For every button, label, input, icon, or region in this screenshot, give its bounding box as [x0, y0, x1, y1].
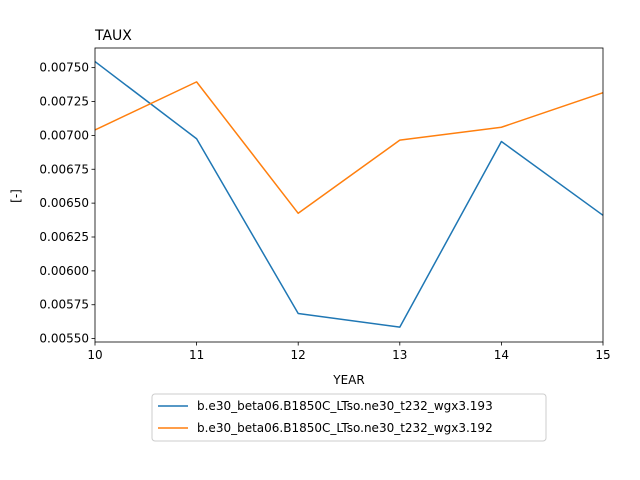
- series-line-2: [94, 81, 604, 215]
- y-axis-label: [-]: [9, 189, 23, 203]
- y-tick-label: 0.00750: [39, 61, 89, 75]
- x-tick-label: 10: [87, 348, 102, 362]
- x-axis-ticks: 10 11 12 13 14 15: [87, 342, 611, 362]
- y-axis-ticks: 0.00550 0.00575 0.00600 0.00625 0.00650 0.006…: [39, 61, 95, 346]
- x-tick-label: 12: [291, 348, 306, 362]
- x-tick-label: 15: [595, 348, 610, 362]
- plot-frame: [94, 47, 604, 343]
- y-tick-label: 0.00700: [39, 128, 89, 142]
- x-axis-label: YEAR: [332, 373, 364, 387]
- legend: b.e30_beta06.B1850C_LTso.ne30_t232_wgx3.…: [151, 393, 547, 442]
- x-tick-label: 11: [189, 348, 204, 362]
- series-line-1: [94, 60, 604, 328]
- y-tick-label: 0.00575: [39, 298, 89, 312]
- y-tick-label: 0.00550: [39, 332, 89, 346]
- y-tick-label: 0.00675: [39, 162, 89, 176]
- legend-label-series-1: b.e30_beta06.B1850C_LTso.ne30_t232_wgx3.…: [197, 399, 493, 413]
- y-tick-label: 0.00725: [39, 95, 89, 109]
- legend-frame: [151, 393, 547, 442]
- legend-label-series-2: b.e30_beta06.B1850C_LTso.ne30_t232_wgx3.…: [197, 421, 493, 435]
- series-layer: [94, 60, 604, 328]
- x-tick-label: 14: [494, 348, 509, 362]
- y-tick-label: 0.00625: [39, 230, 89, 244]
- y-tick-label: 0.00600: [39, 264, 89, 278]
- x-tick-label: 13: [392, 348, 407, 362]
- chart-title: TAUX: [94, 28, 132, 44]
- y-tick-label: 0.00650: [39, 196, 89, 210]
